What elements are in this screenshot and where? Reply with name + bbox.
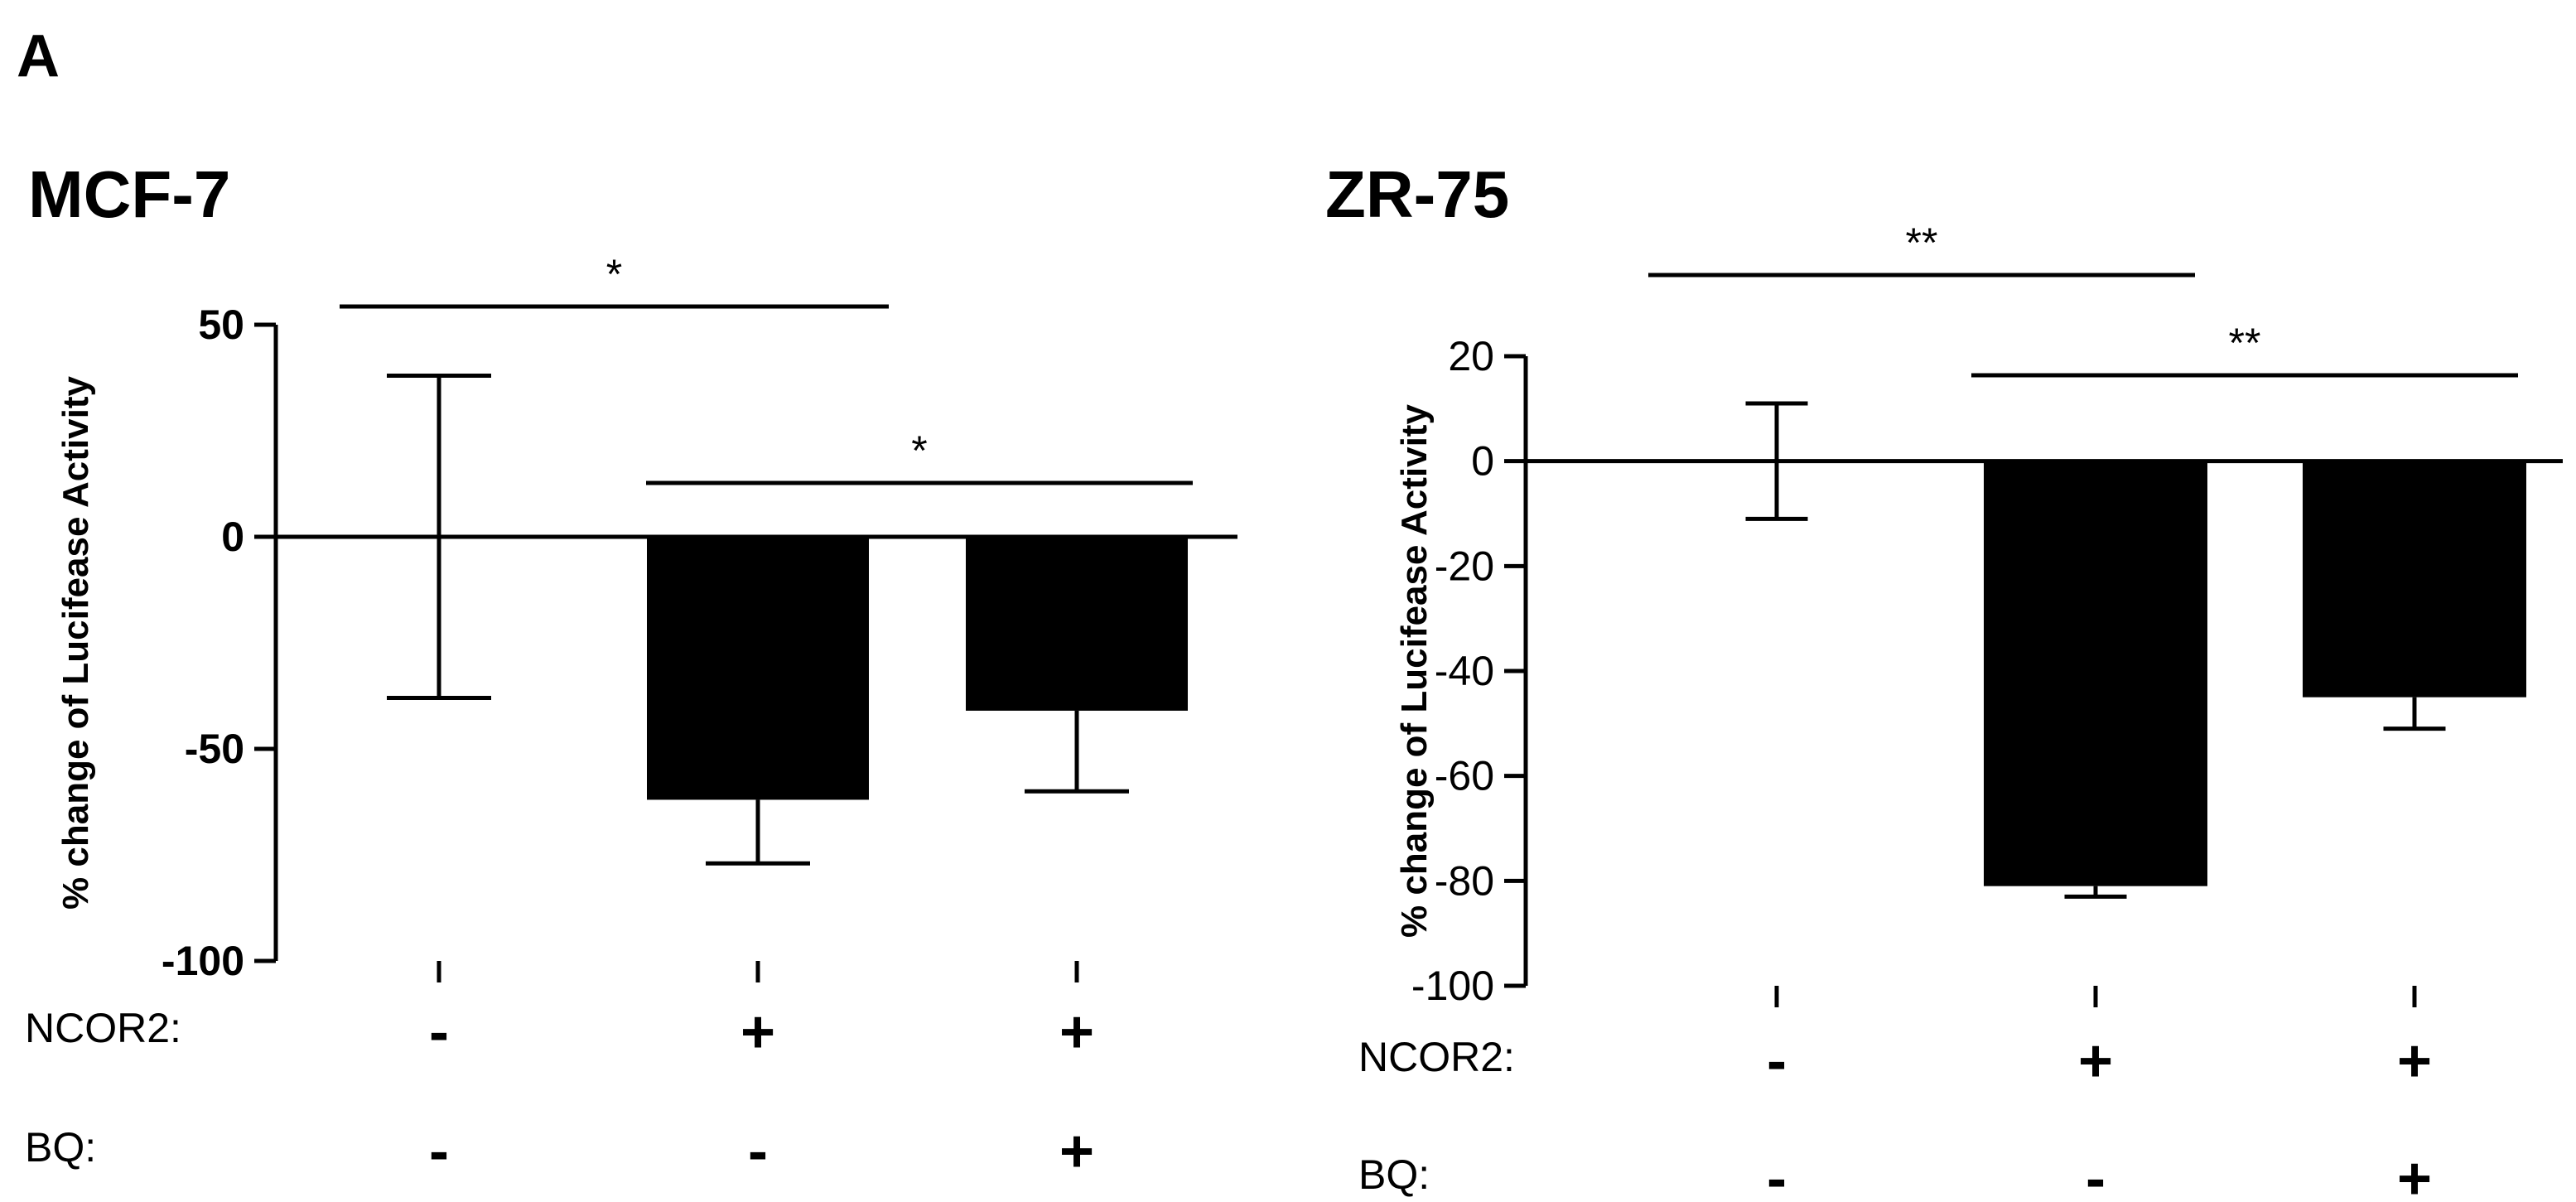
factor-row-label: NCOR2:: [1358, 1034, 1515, 1080]
factor-sign: +: [2397, 1146, 2432, 1202]
significance-label: *: [606, 251, 622, 297]
y-tick-label: 0: [221, 514, 244, 560]
factor-row-label: BQ:: [1358, 1151, 1430, 1198]
bar: [1984, 461, 2207, 886]
panel-label: A: [17, 23, 60, 89]
factor-sign: -: [2086, 1146, 2106, 1202]
y-tick-label: -20: [1435, 543, 1494, 589]
factor-sign: +: [2078, 1028, 2113, 1094]
significance-label: **: [1906, 220, 1938, 266]
y-axis-label: % change of Lucifease Activity: [55, 376, 96, 910]
chart-mcf7: MCF-7 % change of Lucifease Activity 50 0 -5…: [25, 157, 1237, 1185]
factor-sign: -: [1767, 1146, 1787, 1202]
y-tick-label: 0: [1471, 438, 1494, 485]
bar: [966, 537, 1188, 711]
y-tick-label: -100: [162, 938, 244, 984]
factor-sign: -: [1767, 1028, 1787, 1094]
bar: [647, 537, 869, 800]
y-tick-label: 20: [1448, 333, 1494, 379]
chart-title: MCF-7: [28, 157, 230, 231]
factor-sign: +: [1059, 999, 1094, 1065]
significance-label: **: [2229, 320, 2261, 366]
factor-sign: +: [2397, 1028, 2432, 1094]
chart-title: ZR-75: [1325, 157, 1509, 231]
factor-sign: +: [740, 999, 775, 1065]
factor-sign: -: [748, 1118, 768, 1185]
factor-sign: -: [429, 1118, 449, 1185]
chart-zr75: ZR-75 % change of Lucifease Activity 20 0 -2…: [1325, 157, 2563, 1202]
y-tick-label: -60: [1435, 753, 1494, 799]
factor-row-label: NCOR2:: [25, 1005, 181, 1051]
factor-sign: -: [429, 999, 449, 1065]
y-axis-label: % change of Lucifease Activity: [1394, 404, 1435, 938]
bar: [2303, 461, 2526, 698]
significance-label: *: [911, 427, 927, 474]
factor-row-label: BQ:: [25, 1124, 96, 1171]
y-tick-label: -100: [1411, 963, 1494, 1009]
y-tick-label: -40: [1435, 648, 1494, 694]
y-tick-label: -50: [185, 726, 244, 772]
factor-sign: +: [1059, 1118, 1094, 1185]
y-tick-label: 50: [198, 302, 244, 348]
y-tick-label: -80: [1435, 857, 1494, 904]
